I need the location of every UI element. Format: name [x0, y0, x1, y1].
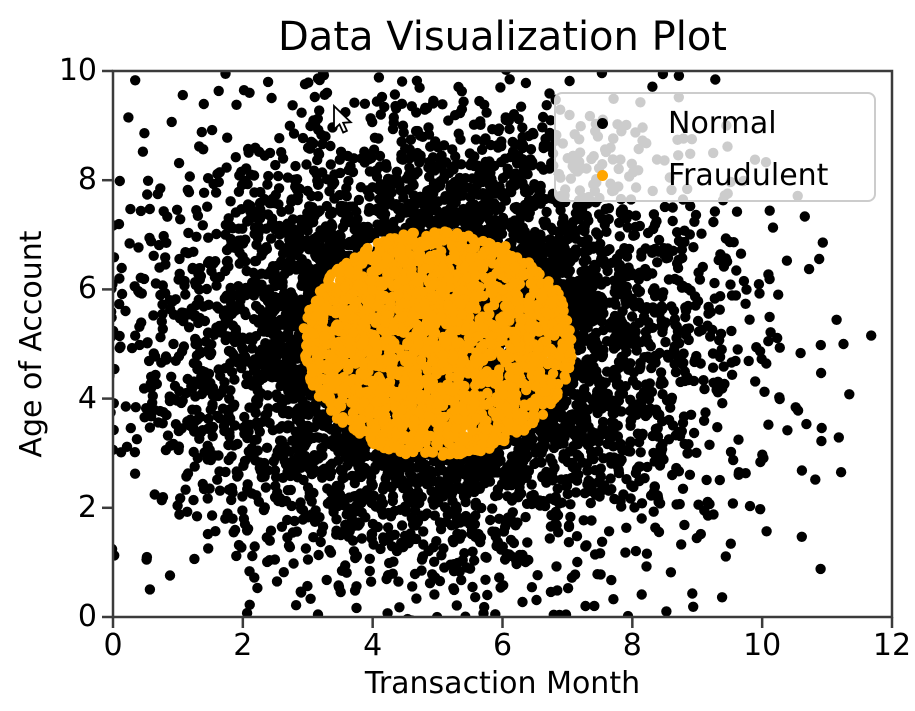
y-tick-label: 4	[77, 380, 97, 416]
legend-item-fraudulent: Fraudulent	[556, 152, 874, 198]
y-tick-label: 10	[58, 53, 97, 88]
x-tick-label: 0	[103, 628, 123, 663]
y-tick-label: 8	[77, 162, 97, 198]
x-tick-label: 12	[872, 628, 912, 663]
x-tick-label: 10	[743, 628, 782, 663]
y-axis-label: Age of Account	[14, 230, 49, 458]
x-tick-label: 8	[622, 628, 642, 663]
normal-marker-icon	[597, 117, 608, 129]
legend-label-normal: Normal	[668, 105, 777, 141]
x-tick-label: 2	[233, 628, 253, 663]
chart-title: Data Visualization Plot	[278, 14, 727, 60]
x-tick-label: 6	[492, 628, 513, 663]
axes-frame	[102, 69, 894, 628]
fraudulent-points	[298, 226, 577, 461]
fraudulent-marker-icon	[597, 169, 608, 181]
y-tick-label: 0	[77, 599, 97, 634]
legend-label-fraudulent: Fraudulent	[668, 157, 829, 193]
x-tick-label: 4	[363, 628, 383, 663]
y-tick-label: 6	[77, 271, 97, 307]
legend: Normal Fraudulent	[554, 92, 876, 202]
legend-item-normal: Normal	[556, 100, 874, 146]
y-tick-label: 2	[77, 489, 97, 525]
x-axis-label: Transaction Month	[364, 666, 641, 701]
